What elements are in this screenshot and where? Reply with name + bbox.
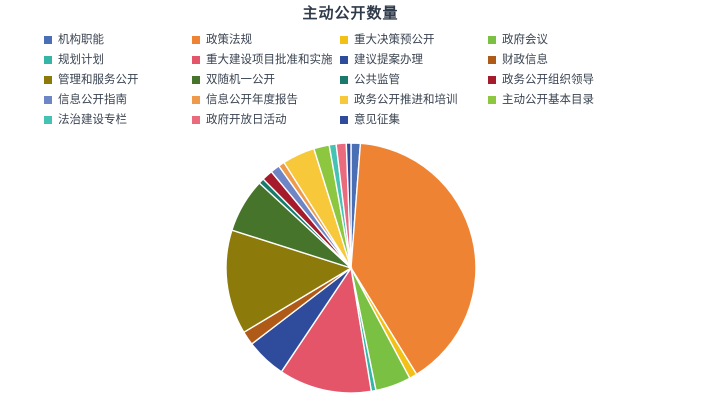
legend-item-label: 政策法规 — [206, 34, 252, 46]
legend-swatch-icon — [488, 96, 496, 104]
legend-item[interactable]: 政府开放日活动 — [192, 110, 340, 130]
legend-item[interactable]: 信息公开指南 — [44, 90, 192, 110]
legend-item-label: 机构职能 — [58, 34, 104, 46]
pie-slice[interactable] — [224, 229, 353, 334]
legend-item[interactable]: 政策法规 — [192, 30, 340, 50]
legend-item-label: 信息公开年度报告 — [206, 94, 298, 106]
legend-swatch-icon — [44, 96, 52, 104]
legend-item[interactable]: 管理和服务公开 — [44, 70, 192, 90]
legend-swatch-icon — [340, 56, 348, 64]
legend-item-label: 重大建设项目批准和实施 — [206, 54, 333, 66]
legend-item-label: 主动公开基本目录 — [502, 94, 594, 106]
legend-item[interactable]: 财政信息 — [488, 50, 636, 70]
legend-item-label: 法治建设专栏 — [58, 114, 127, 126]
legend-item-label: 公共监管 — [354, 74, 400, 86]
legend-swatch-icon — [488, 36, 496, 44]
legend-item-label: 政务公开组织领导 — [502, 74, 594, 86]
legend-item-label: 管理和服务公开 — [58, 74, 139, 86]
legend-swatch-icon — [192, 56, 200, 64]
legend-swatch-icon — [488, 76, 496, 84]
legend-swatch-icon — [340, 76, 348, 84]
legend-item[interactable]: 政务公开组织领导 — [488, 70, 636, 90]
legend-swatch-icon — [192, 96, 200, 104]
legend-item-label: 政府开放日活动 — [206, 114, 287, 126]
legend-item[interactable]: 政务公开推进和培训 — [340, 90, 488, 110]
legend-swatch-icon — [192, 76, 200, 84]
pie-slice[interactable] — [345, 142, 352, 269]
legend-swatch-icon — [192, 116, 200, 124]
legend-swatch-icon — [340, 116, 348, 124]
legend-item-label: 重大决策预公开 — [354, 34, 435, 46]
pie-slice[interactable] — [349, 142, 477, 376]
chart-legend: 机构职能 政策法规 重大决策预公开 政府会议规划计划 重大建设项目批准和实施 建议提案办理… — [44, 30, 684, 130]
legend-item[interactable]: 主动公开基本目录 — [488, 90, 636, 110]
legend-swatch-icon — [192, 36, 200, 44]
legend-swatch-icon — [44, 116, 52, 124]
legend-item[interactable]: 重大建设项目批准和实施 — [192, 50, 340, 70]
legend-item-label: 规划计划 — [58, 54, 104, 66]
legend-item[interactable]: 公共监管 — [340, 70, 488, 90]
legend-item[interactable]: 机构职能 — [44, 30, 192, 50]
legend-item-label: 意见征集 — [354, 114, 400, 126]
legend-item[interactable]: 政府会议 — [488, 30, 636, 50]
legend-item-label: 财政信息 — [502, 54, 548, 66]
legend-item-label: 政务公开推进和培训 — [354, 94, 458, 106]
pie-slice[interactable] — [279, 266, 372, 394]
legend-swatch-icon — [488, 56, 496, 64]
legend-swatch-icon — [44, 76, 52, 84]
legend-swatch-icon — [340, 36, 348, 44]
legend-item[interactable]: 法治建设专栏 — [44, 110, 192, 130]
legend-item-label: 政府会议 — [502, 34, 548, 46]
legend-item[interactable]: 意见征集 — [340, 110, 488, 130]
pie-chart — [224, 142, 477, 394]
legend-item[interactable]: 双随机一公开 — [192, 70, 340, 90]
page-title: 主动公开数量 — [302, 5, 399, 22]
legend-swatch-icon — [44, 56, 52, 64]
legend-item[interactable]: 规划计划 — [44, 50, 192, 70]
legend-swatch-icon — [340, 96, 348, 104]
legend-item[interactable]: 重大决策预公开 — [340, 30, 488, 50]
legend-item-label: 双随机一公开 — [206, 74, 275, 86]
legend-swatch-icon — [44, 36, 52, 44]
legend-item[interactable]: 信息公开年度报告 — [192, 90, 340, 110]
legend-item-label: 信息公开指南 — [58, 94, 127, 106]
pie-chart-area — [0, 140, 701, 409]
legend-item-label: 建议提案办理 — [354, 54, 423, 66]
legend-item[interactable]: 建议提案办理 — [340, 50, 488, 70]
